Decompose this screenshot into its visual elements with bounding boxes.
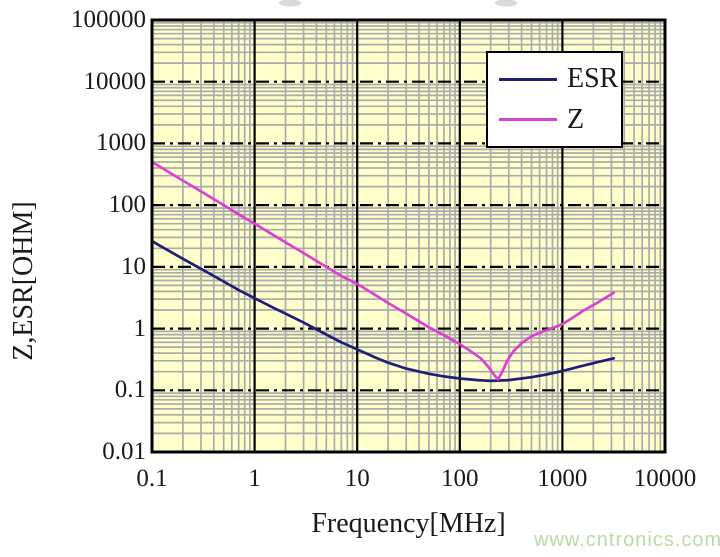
x-tick-label: 1	[248, 465, 261, 492]
legend-label-esr: ESR	[567, 63, 619, 95]
legend-label-z: Z	[567, 103, 585, 135]
esr-line-swatch	[499, 77, 557, 81]
y-tick-label: 10	[121, 252, 146, 280]
x-axis-title: Frequency[MHz]	[311, 508, 506, 539]
y-tick-label: 100	[108, 191, 147, 219]
legend-entry-esr: ESR	[499, 65, 621, 93]
esr-curve	[150, 239, 616, 383]
y-tick-label: 0.01	[102, 438, 146, 465]
x-tick-label: 0.1	[136, 465, 168, 492]
y-axis-title: Z,ESR[OHM]	[8, 201, 39, 361]
y-tick-label: 10000	[83, 67, 147, 95]
z-curve	[150, 160, 616, 381]
y-tick-label: 1	[133, 314, 147, 342]
legend: ESR Z	[486, 51, 623, 148]
y-tick-label: 0.1	[114, 376, 146, 404]
x-tick-label: 1000	[537, 465, 588, 492]
watermark: www.cntronics.com	[534, 529, 720, 551]
x-tick-label: 100	[441, 465, 479, 492]
legend-entry-z: Z	[499, 103, 621, 135]
y-tick-label: 100000	[71, 6, 146, 33]
y-tick-label: 1000	[96, 129, 146, 157]
plot-border	[150, 18, 667, 454]
cropped-title-artifact	[279, 0, 301, 7]
z-line-swatch	[499, 118, 557, 122]
x-tick-label: 10	[344, 465, 370, 492]
x-tick-label: 10000	[633, 465, 697, 492]
cropped-title-artifact	[495, 0, 517, 7]
minor-gridlines	[152, 20, 665, 452]
